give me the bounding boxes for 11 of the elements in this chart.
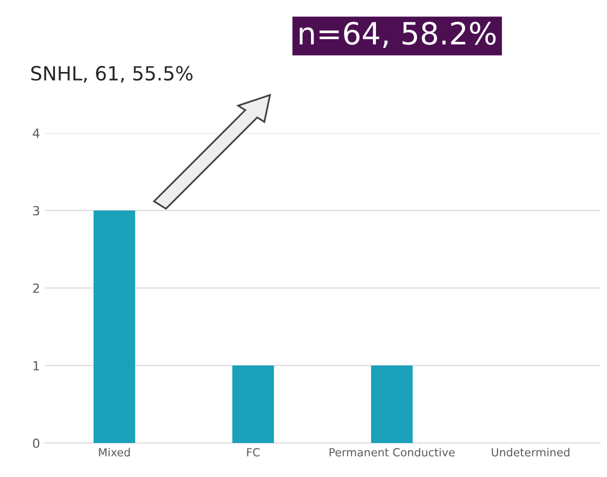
y-tick-label: 4	[32, 128, 40, 138]
x-tick-label: Mixed	[99, 448, 130, 456]
y-tick-label: 0	[33, 438, 40, 448]
x-tick-label: Undetermined	[492, 448, 570, 456]
y-tick-label: 1	[34, 361, 39, 370]
text: n=64, 58.2%	[300, 22, 496, 48]
y-tick-label: 2	[33, 283, 39, 293]
x-tick-label: Permanent Conductive	[330, 448, 455, 456]
y-tick-label: 3	[33, 206, 40, 216]
x-tick-label: FC	[247, 448, 260, 456]
text: SNHL, 61, 55.5%	[31, 66, 193, 83]
